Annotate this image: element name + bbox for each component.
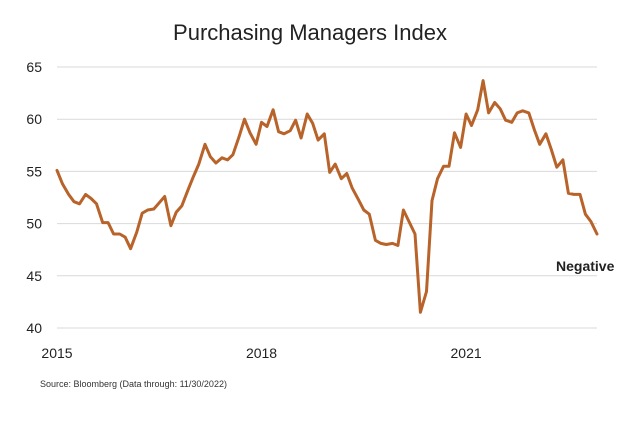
y-axis-ticks: 40 45 50 55 60 65 <box>26 59 42 336</box>
pmi-series-line <box>55 79 599 314</box>
source-note: Source: Bloomberg (Data through: 11/30/2… <box>40 379 227 389</box>
grid-layer <box>57 66 597 329</box>
y-tick-label-65: 65 <box>26 59 42 75</box>
y-tick-label-60: 60 <box>26 111 42 127</box>
x-tick-label-2015: 2015 <box>41 345 72 361</box>
x-tick-label-2021: 2021 <box>451 345 482 361</box>
y-tick-label-55: 55 <box>26 163 42 179</box>
negative-annotation: Negative <box>556 258 615 274</box>
y-tick-label-45: 45 <box>26 268 42 284</box>
x-tick-label-2018: 2018 <box>246 345 277 361</box>
y-tick-label-50: 50 <box>26 216 42 232</box>
y-tick-label-40: 40 <box>26 320 42 336</box>
x-axis-ticks: 2015 2018 2021 <box>41 345 481 361</box>
chart-title: Purchasing Managers Index <box>173 20 447 45</box>
